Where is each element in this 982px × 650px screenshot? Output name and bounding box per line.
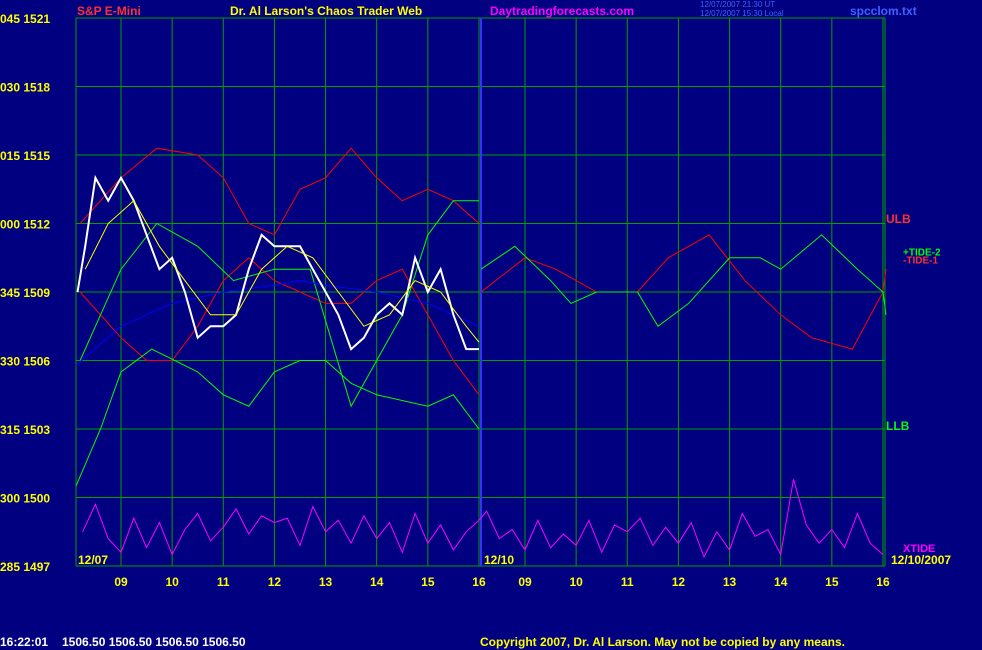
day-label: 12/07 xyxy=(78,553,108,567)
y-tick-label: 300 1500 xyxy=(0,492,50,506)
file-name: spcclom.txt xyxy=(850,4,917,18)
timestamp: 12/07/2007 15:30 Local xyxy=(700,9,784,18)
x-tick-label: 16 xyxy=(876,575,890,589)
annotation: LLB xyxy=(886,419,910,433)
chart-title: Dr. Al Larson's Chaos Trader Web xyxy=(230,4,422,18)
annotation: XTIDE xyxy=(903,543,935,555)
day-label: 12/10/2007 xyxy=(891,553,951,567)
series-line xyxy=(79,200,479,408)
series-line xyxy=(76,174,479,351)
y-tick-label: 315 1503 xyxy=(0,423,50,437)
x-tick-label: 09 xyxy=(114,575,128,589)
y-tick-label: 345 1509 xyxy=(0,286,50,300)
x-tick-label: 13 xyxy=(723,575,737,589)
site: Daytradingforecasts.com xyxy=(490,4,634,18)
status-quotes: 1506.50 1506.50 1506.50 1506.50 xyxy=(62,635,246,649)
x-tick-label: 14 xyxy=(774,575,788,589)
series-line xyxy=(82,479,884,559)
series-line xyxy=(84,199,480,343)
series-line xyxy=(79,147,480,236)
x-tick-label: 16 xyxy=(472,575,486,589)
x-tick-label: 10 xyxy=(569,575,583,589)
x-tick-label: 09 xyxy=(518,575,532,589)
x-tick-label: 11 xyxy=(621,575,634,589)
x-tick-label: 12 xyxy=(268,575,282,589)
x-tick-label: 15 xyxy=(421,575,435,589)
y-tick-label: 030 1518 xyxy=(0,81,50,95)
copyright: Copyright 2007, Dr. Al Larson. May not b… xyxy=(480,635,845,649)
y-tick-label: 285 1497 xyxy=(0,560,50,574)
symbol: S&P E-Mini xyxy=(77,4,141,18)
y-tick-label: 000 1512 xyxy=(0,218,50,232)
timestamp: 12/07/2007 21:30 UT xyxy=(700,0,775,9)
series-line xyxy=(480,234,887,350)
status-time: 16:22:01 xyxy=(0,635,48,649)
series-line xyxy=(75,280,480,366)
series-line xyxy=(79,257,480,396)
y-tick-label: 045 1521 xyxy=(0,12,50,26)
annotation: -TIDE-1 xyxy=(903,256,938,267)
day-label: 12/10 xyxy=(484,553,514,567)
x-tick-label: 11 xyxy=(217,575,230,589)
annotation: ULB xyxy=(886,212,911,226)
y-tick-label: 015 1515 xyxy=(0,149,50,163)
series-line xyxy=(75,348,480,487)
x-tick-label: 15 xyxy=(825,575,839,589)
x-tick-label: 10 xyxy=(165,575,179,589)
series-line xyxy=(480,234,887,328)
x-tick-label: 12 xyxy=(672,575,686,589)
annotation: +TIDE-2 xyxy=(903,248,941,259)
y-tick-label: 330 1506 xyxy=(0,355,50,369)
x-tick-label: 13 xyxy=(319,575,333,589)
x-tick-label: 14 xyxy=(370,575,384,589)
